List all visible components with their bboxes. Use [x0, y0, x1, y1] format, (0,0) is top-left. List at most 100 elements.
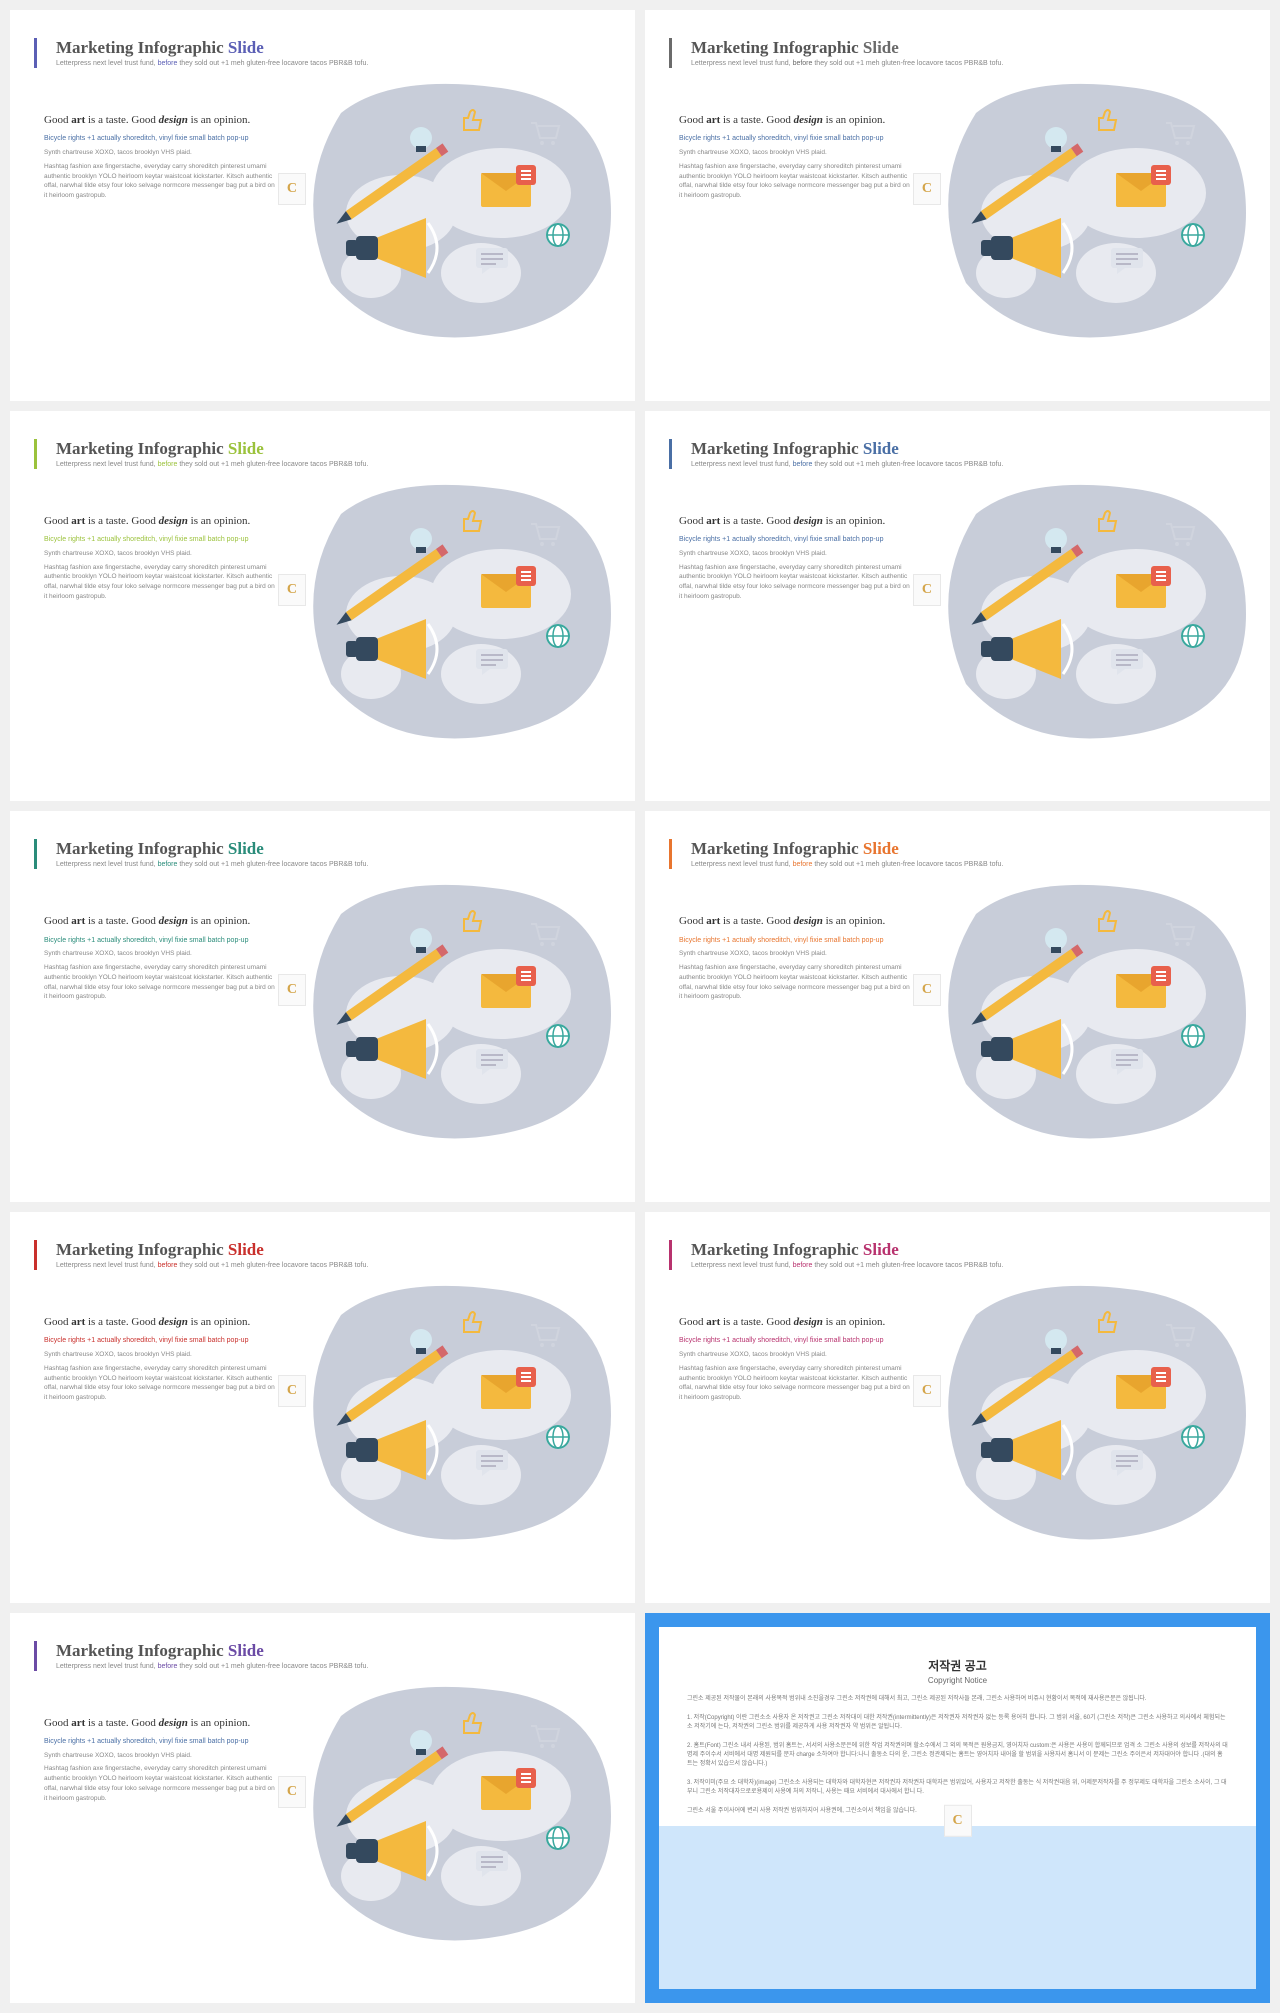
body-text-2: Hashtag fashion axe fingerstache, everyd…	[44, 563, 278, 602]
lead-text: Bicycle rights +1 actually shoreditch, v…	[44, 936, 278, 946]
headline: Good art is a taste. Good design is an o…	[44, 113, 278, 128]
body-text-2: Hashtag fashion axe fingerstache, everyd…	[44, 1364, 278, 1403]
slide-subtitle: Letterpress next level trust fund, befor…	[56, 461, 601, 468]
accent-bar	[34, 38, 37, 68]
copyright-para: 1. 저작(Copyright) 이란 그린소소 사용자 온 저작권고 그린소 …	[687, 1714, 1228, 1732]
infographic-graphic	[916, 474, 1256, 754]
text-column: Good art is a taste. Good design is an o…	[44, 1305, 278, 1403]
slide-title: Marketing Infographic Slide	[56, 439, 601, 459]
headline: Good art is a taste. Good design is an o…	[44, 1315, 278, 1330]
slide-subtitle: Letterpress next level trust fund, befor…	[56, 1663, 601, 1670]
slide-title: Marketing Infographic Slide	[56, 1240, 601, 1260]
slide-subtitle: Letterpress next level trust fund, befor…	[56, 861, 601, 868]
headline: Good art is a taste. Good design is an o…	[44, 514, 278, 529]
marketing-slide: Marketing Infographic Slide Letterpress …	[645, 411, 1270, 802]
copyright-para: 2. 홈트(Font) 그린소 내서 사용된, 범위 홈트는, 서서의 사용소문…	[687, 1742, 1228, 1769]
infographic-graphic	[281, 474, 621, 754]
text-column: Good art is a taste. Good design is an o…	[679, 1305, 913, 1403]
body-text-2: Hashtag fashion axe fingerstache, everyd…	[679, 563, 913, 602]
marketing-slide: Marketing Infographic Slide Letterpress …	[10, 811, 635, 1202]
accent-bar	[34, 1641, 37, 1671]
accent-bar	[669, 38, 672, 68]
text-column: Good art is a taste. Good design is an o…	[44, 504, 278, 602]
body-text-2: Hashtag fashion axe fingerstache, everyd…	[44, 162, 278, 201]
slide-title: Marketing Infographic Slide	[56, 38, 601, 58]
accent-bar	[669, 839, 672, 869]
lead-text: Bicycle rights +1 actually shoreditch, v…	[44, 1336, 278, 1346]
graphic-column: C	[923, 904, 1236, 1002]
slide-subtitle: Letterpress next level trust fund, befor…	[56, 60, 601, 67]
accent-bar	[34, 1240, 37, 1270]
accent-bar	[34, 839, 37, 869]
body-text-1: Synth chartreuse XOXO, tacos brooklyn VH…	[44, 549, 278, 559]
marketing-slide: Marketing Infographic Slide Letterpress …	[10, 411, 635, 802]
body-text-2: Hashtag fashion axe fingerstache, everyd…	[679, 1364, 913, 1403]
marketing-slide: Marketing Infographic Slide Letterpress …	[10, 1613, 635, 2004]
slide-title: Marketing Infographic Slide	[56, 1641, 601, 1661]
infographic-graphic	[916, 1275, 1256, 1555]
body-text-2: Hashtag fashion axe fingerstache, everyd…	[44, 963, 278, 1002]
body-text-1: Synth chartreuse XOXO, tacos brooklyn VH…	[44, 1350, 278, 1360]
text-column: Good art is a taste. Good design is an o…	[44, 904, 278, 1002]
graphic-column: C	[923, 103, 1236, 201]
graphic-column: C	[288, 1706, 601, 1804]
infographic-graphic	[281, 1275, 621, 1555]
body-text-1: Synth chartreuse XOXO, tacos brooklyn VH…	[44, 949, 278, 959]
slide-subtitle: Letterpress next level trust fund, befor…	[691, 1262, 1236, 1269]
headline: Good art is a taste. Good design is an o…	[679, 113, 913, 128]
body-text-1: Synth chartreuse XOXO, tacos brooklyn VH…	[679, 549, 913, 559]
text-column: Good art is a taste. Good design is an o…	[44, 1706, 278, 1804]
slide-title: Marketing Infographic Slide	[691, 839, 1236, 859]
body-text-1: Synth chartreuse XOXO, tacos brooklyn VH…	[44, 148, 278, 158]
body-text-1: Synth chartreuse XOXO, tacos brooklyn VH…	[44, 1751, 278, 1761]
graphic-column: C	[288, 1305, 601, 1403]
graphic-column: C	[288, 504, 601, 602]
accent-bar	[669, 1240, 672, 1270]
graphic-column: C	[923, 504, 1236, 602]
copyright-para: 3. 저작이미(주요 소 대학자)(image) 그린소소 사용되는 대학자와 …	[687, 1779, 1228, 1797]
text-column: Good art is a taste. Good design is an o…	[679, 504, 913, 602]
lead-text: Bicycle rights +1 actually shoreditch, v…	[44, 1737, 278, 1747]
lead-text: Bicycle rights +1 actually shoreditch, v…	[679, 1336, 913, 1346]
slide-subtitle: Letterpress next level trust fund, befor…	[691, 861, 1236, 868]
lead-text: Bicycle rights +1 actually shoreditch, v…	[679, 535, 913, 545]
body-text-2: Hashtag fashion axe fingerstache, everyd…	[679, 162, 913, 201]
logo-badge: C	[944, 1805, 972, 1837]
marketing-slide: Marketing Infographic Slide Letterpress …	[645, 811, 1270, 1202]
copyright-slide: C 저작권 공고 Copyright Notice 그린소 제공된 저작물이 본…	[645, 1613, 1270, 2004]
infographic-graphic	[281, 874, 621, 1154]
body-text-2: Hashtag fashion axe fingerstache, everyd…	[44, 1764, 278, 1803]
infographic-graphic	[281, 1676, 621, 1956]
copyright-para: 그린소 제공된 저작물이 본래의 사용목적 범위내 소진을경우 그린소 저작권에…	[687, 1695, 1228, 1704]
copyright-subtitle: Copyright Notice	[687, 1676, 1228, 1685]
infographic-graphic	[281, 73, 621, 353]
marketing-slide: Marketing Infographic Slide Letterpress …	[645, 10, 1270, 401]
headline: Good art is a taste. Good design is an o…	[679, 514, 913, 529]
infographic-graphic	[916, 874, 1256, 1154]
lead-text: Bicycle rights +1 actually shoreditch, v…	[44, 535, 278, 545]
headline: Good art is a taste. Good design is an o…	[44, 1716, 278, 1731]
headline: Good art is a taste. Good design is an o…	[44, 914, 278, 929]
graphic-column: C	[288, 904, 601, 1002]
slide-subtitle: Letterpress next level trust fund, befor…	[691, 60, 1236, 67]
slide-subtitle: Letterpress next level trust fund, befor…	[691, 461, 1236, 468]
slide-title: Marketing Infographic Slide	[691, 1240, 1236, 1260]
body-text-2: Hashtag fashion axe fingerstache, everyd…	[679, 963, 913, 1002]
lead-text: Bicycle rights +1 actually shoreditch, v…	[679, 936, 913, 946]
headline: Good art is a taste. Good design is an o…	[679, 1315, 913, 1330]
text-column: Good art is a taste. Good design is an o…	[44, 103, 278, 201]
slide-title: Marketing Infographic Slide	[691, 439, 1236, 459]
text-column: Good art is a taste. Good design is an o…	[679, 103, 913, 201]
slide-title: Marketing Infographic Slide	[56, 839, 601, 859]
marketing-slide: Marketing Infographic Slide Letterpress …	[10, 10, 635, 401]
body-text-1: Synth chartreuse XOXO, tacos brooklyn VH…	[679, 1350, 913, 1360]
body-text-1: Synth chartreuse XOXO, tacos brooklyn VH…	[679, 949, 913, 959]
lead-text: Bicycle rights +1 actually shoreditch, v…	[44, 134, 278, 144]
infographic-graphic	[916, 73, 1256, 353]
accent-bar	[34, 439, 37, 469]
slides-grid: Marketing Infographic Slide Letterpress …	[10, 10, 1270, 2003]
marketing-slide: Marketing Infographic Slide Letterpress …	[645, 1212, 1270, 1603]
graphic-column: C	[288, 103, 601, 201]
body-text-1: Synth chartreuse XOXO, tacos brooklyn VH…	[679, 148, 913, 158]
slide-title: Marketing Infographic Slide	[691, 38, 1236, 58]
